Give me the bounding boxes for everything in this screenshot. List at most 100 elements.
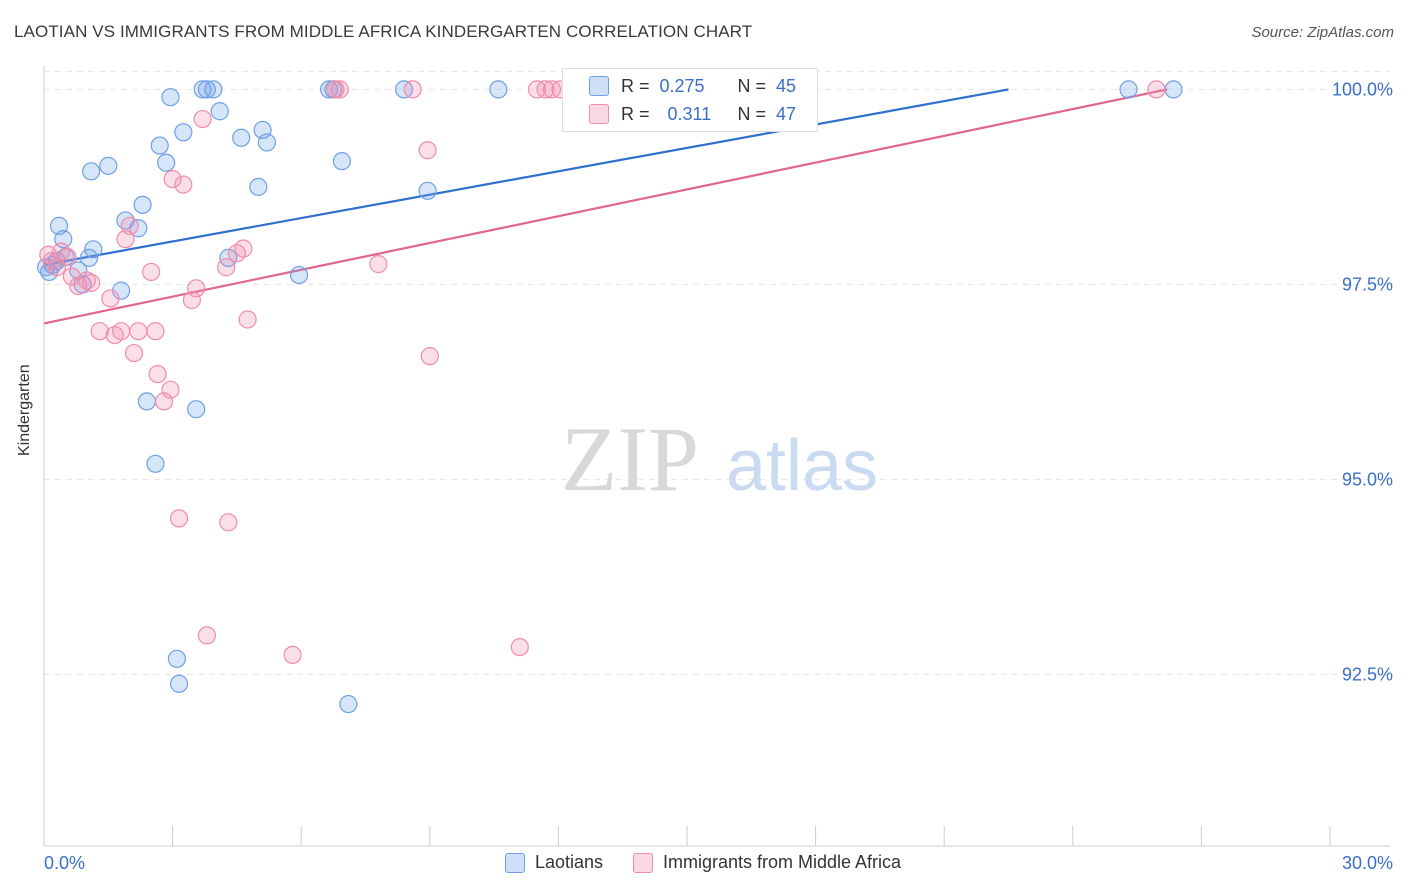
trend-line-middle-africa [43, 88, 1168, 325]
legend-swatch-middle-africa [633, 852, 653, 873]
point-middle-africa [90, 322, 109, 341]
gridlines [44, 70, 1390, 675]
legend-item-middle-africa[interactable]: Immigrants from Middle Africa [633, 852, 901, 873]
watermark-zip: ZIP [561, 408, 699, 510]
point-laotian [161, 88, 180, 107]
point-laotian [257, 133, 277, 152]
legend-label-middle-africa: Immigrants from Middle Africa [663, 852, 902, 872]
point-laotian [319, 80, 339, 99]
trend-lines [43, 88, 1168, 325]
point-middle-africa [146, 322, 165, 341]
point-laotian [197, 80, 216, 99]
series-middle-africa [39, 80, 1166, 665]
point-middle-africa [219, 513, 238, 532]
chart-title: LAOTIAN VS IMMIGRANTS FROM MIDDLE AFRICA… [14, 22, 753, 41]
point-middle-africa [187, 279, 206, 298]
point-laotian [193, 80, 212, 99]
point-laotian [146, 454, 165, 473]
point-laotian [169, 674, 189, 693]
n-label: N = [737, 103, 767, 124]
n-value-laotians: 45 [776, 75, 797, 96]
point-laotian [210, 102, 229, 121]
x-tick-label-max: 30.0% [1342, 853, 1393, 873]
point-middle-africa [101, 289, 120, 308]
r-value-middle-africa: 0.311 [667, 103, 712, 124]
point-middle-africa [1147, 80, 1166, 99]
point-laotian [332, 152, 352, 171]
source-credit: Source: ZipAtlas.com [1251, 24, 1394, 41]
point-middle-africa [234, 239, 253, 258]
point-middle-africa [82, 273, 101, 292]
point-laotian [187, 400, 206, 419]
point-laotian [84, 240, 103, 259]
x-tick-label-min: 0.0% [44, 853, 85, 873]
watermark-atlas: atlas [726, 426, 878, 506]
stats-row-laotians: R = 0.275 N = 45 [589, 73, 796, 99]
point-laotian [249, 177, 268, 196]
point-middle-africa [120, 216, 139, 235]
r-value-laotians: 0.275 [659, 75, 705, 96]
data-points [37, 80, 1183, 714]
n-value-middle-africa: 47 [776, 103, 797, 124]
point-laotian [232, 128, 251, 147]
point-middle-africa [129, 322, 148, 341]
trend-line-laotians [43, 88, 1009, 266]
stats-row-middle-africa: R = 0.311 N = 47 [589, 101, 796, 127]
point-middle-africa [163, 170, 182, 189]
point-laotian [82, 162, 101, 181]
point-laotian [79, 248, 99, 267]
point-middle-africa [510, 637, 529, 657]
point-middle-africa [169, 509, 189, 528]
point-middle-africa [326, 80, 345, 99]
point-middle-africa [217, 258, 236, 277]
y-tick-label: 97.5% [1342, 274, 1393, 294]
point-laotian [167, 649, 186, 668]
point-laotian [339, 694, 358, 714]
stats-legend: R = 0.275 N = 45 R = 0.311 N = 47 [562, 68, 818, 132]
legend-item-laotians[interactable]: Laotians [504, 852, 603, 873]
point-laotian [99, 156, 118, 175]
point-middle-africa [193, 109, 212, 129]
stats-swatch-middle-africa [589, 104, 609, 124]
stats-swatch-laotians [589, 76, 609, 96]
point-laotian [133, 195, 152, 214]
point-middle-africa [142, 262, 161, 282]
point-middle-africa [420, 347, 439, 366]
series-laotians [37, 80, 1183, 714]
point-laotian [1164, 80, 1183, 99]
point-middle-africa [283, 645, 302, 665]
watermark: ZIP atlas [561, 408, 878, 510]
n-label: N = [737, 75, 767, 96]
legend-label-laotians: Laotians [534, 852, 603, 872]
point-middle-africa [154, 392, 174, 411]
axes [43, 66, 1390, 847]
r-label: R = [621, 103, 650, 124]
point-middle-africa [418, 141, 437, 160]
series-legend: Laotians Immigrants from Middle Africa [0, 852, 1406, 873]
point-laotian [1119, 80, 1138, 99]
y-tick-label: 92.5% [1342, 664, 1393, 684]
point-middle-africa [124, 343, 144, 363]
y-axis-label: Kindergarten [16, 364, 33, 456]
point-laotian [418, 181, 437, 200]
point-laotian [489, 80, 508, 99]
point-middle-africa [369, 255, 388, 274]
point-laotian [289, 265, 309, 285]
point-laotian [204, 80, 223, 99]
point-middle-africa [330, 80, 349, 99]
r-label: R = [621, 75, 650, 96]
point-laotian [150, 136, 169, 155]
point-middle-africa [148, 365, 167, 384]
point-middle-africa [182, 290, 201, 310]
point-middle-africa [161, 380, 180, 399]
point-laotian [157, 153, 176, 172]
legend-swatch-laotians [504, 852, 525, 873]
y-tick-label: 100.0% [1332, 79, 1393, 99]
y-tick-labels: 92.5% 95.0% 97.5% 100.0% [1332, 79, 1393, 684]
point-middle-africa [238, 310, 257, 329]
point-laotian [137, 392, 156, 411]
point-middle-africa [403, 80, 422, 99]
y-tick-label: 95.0% [1342, 469, 1393, 489]
point-middle-africa [536, 80, 555, 99]
